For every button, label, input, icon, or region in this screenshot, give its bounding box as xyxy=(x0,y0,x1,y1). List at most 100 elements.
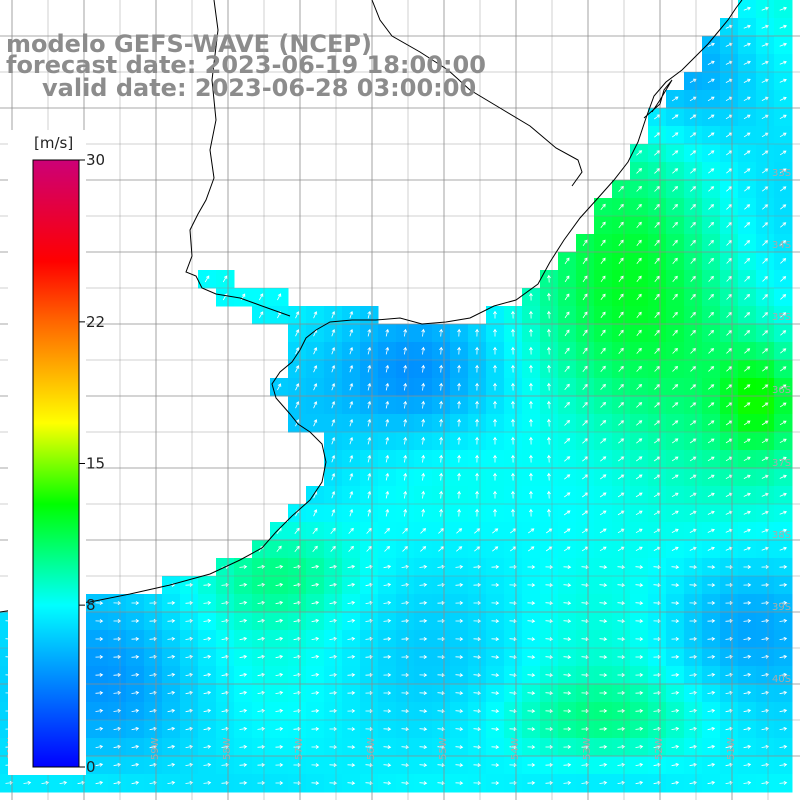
wind-arrow xyxy=(419,745,428,750)
wind-arrow xyxy=(367,382,372,391)
wind-arrow xyxy=(581,655,590,659)
wind-arrow xyxy=(95,690,104,695)
wind-arrow xyxy=(203,690,212,695)
wind-arrow xyxy=(617,637,626,641)
wind-arrow xyxy=(403,436,408,445)
wind-arrow xyxy=(457,490,461,499)
wind-arrow xyxy=(221,600,230,605)
wind-arrow xyxy=(780,258,787,264)
wind-arrow xyxy=(221,618,230,623)
wind-arrow xyxy=(600,365,606,372)
wind-arrow xyxy=(761,24,770,29)
wind-arrow xyxy=(439,382,444,391)
wind-arrow xyxy=(311,600,320,605)
wind-arrow xyxy=(582,420,589,426)
wind-arrow xyxy=(707,619,716,623)
wind-arrow xyxy=(779,744,788,749)
wind-arrow xyxy=(59,780,68,785)
wind-arrow xyxy=(367,472,372,481)
wind-arrow xyxy=(547,490,551,499)
wind-arrow xyxy=(347,582,356,587)
wind-arrow xyxy=(743,96,751,102)
wind-arrow xyxy=(545,565,554,569)
wind-arrow xyxy=(401,582,410,587)
latitude-label: 33S xyxy=(772,168,791,179)
wind-arrow xyxy=(347,654,356,659)
wind-arrow xyxy=(545,583,554,587)
wind-arrow xyxy=(421,418,426,427)
wind-arrow xyxy=(671,673,680,677)
wind-arrow xyxy=(367,364,372,373)
wind-arrow xyxy=(331,436,336,445)
wind-arrow xyxy=(618,365,624,372)
wind-arrow xyxy=(511,328,515,337)
longitude-label: 61W xyxy=(6,737,17,760)
wind-arrow xyxy=(457,328,461,337)
wind-arrow xyxy=(529,364,533,373)
wind-arrow xyxy=(581,673,590,677)
wind-arrow xyxy=(367,328,372,337)
wind-arrow xyxy=(707,492,715,497)
wind-arrow xyxy=(707,780,716,785)
wind-arrow xyxy=(761,600,770,605)
wind-arrow xyxy=(365,673,374,677)
wind-arrow xyxy=(349,454,354,463)
wind-arrow xyxy=(635,655,644,659)
wind-arrow xyxy=(618,239,624,247)
wind-arrow xyxy=(275,781,284,785)
wind-arrow xyxy=(708,221,715,228)
wind-arrow xyxy=(671,114,679,120)
wind-arrow xyxy=(385,382,390,391)
wind-arrow xyxy=(203,726,212,731)
wind-arrow xyxy=(564,347,570,355)
wind-arrow xyxy=(564,311,570,319)
wind-arrow xyxy=(564,293,570,301)
wind-arrow xyxy=(653,780,662,785)
wind-arrow xyxy=(707,546,715,551)
wind-arrow xyxy=(275,654,284,659)
wind-arrow xyxy=(509,619,518,623)
wind-arrow xyxy=(725,636,734,641)
wind-arrow xyxy=(313,383,318,391)
wind-arrow xyxy=(385,472,390,481)
wind-arrow xyxy=(708,311,714,318)
wind-arrow xyxy=(547,454,551,463)
wind-arrow xyxy=(762,204,769,210)
wind-arrow xyxy=(113,744,122,749)
wind-arrow xyxy=(456,528,463,534)
wind-arrow xyxy=(564,474,571,480)
wind-arrow xyxy=(331,472,336,481)
wind-arrow xyxy=(653,655,662,659)
wind-arrow xyxy=(527,546,535,552)
wind-arrow xyxy=(239,600,248,605)
wind-arrow xyxy=(653,619,662,623)
wind-arrow xyxy=(725,565,734,569)
wind-arrow xyxy=(384,527,390,534)
wind-arrow xyxy=(726,239,733,246)
wind-arrow xyxy=(564,438,571,444)
wind-arrow xyxy=(707,528,715,533)
wind-arrow xyxy=(599,673,608,677)
wind-arrow xyxy=(690,347,697,354)
wind-arrow xyxy=(582,365,588,372)
wind-arrow xyxy=(780,348,787,354)
wind-arrow xyxy=(564,329,570,337)
wind-arrow xyxy=(707,672,716,677)
wind-arrow xyxy=(455,655,464,659)
latitude-label: 37S xyxy=(772,458,791,469)
wind-arrow xyxy=(636,275,642,283)
wind-arrow xyxy=(743,744,752,749)
wind-arrow xyxy=(725,762,734,767)
wind-arrow xyxy=(509,727,518,731)
wind-arrow xyxy=(563,546,571,552)
wind-arrow xyxy=(707,474,715,480)
latitude-label: 34S xyxy=(772,240,791,251)
wind-arrow xyxy=(547,274,551,283)
wind-arrow xyxy=(221,582,230,587)
wind-arrow xyxy=(511,472,515,481)
wind-arrow xyxy=(581,727,590,731)
wind-arrow xyxy=(529,328,533,337)
wind-arrow xyxy=(131,762,140,767)
wind-arrow xyxy=(313,419,318,427)
wind-arrow xyxy=(672,311,678,318)
